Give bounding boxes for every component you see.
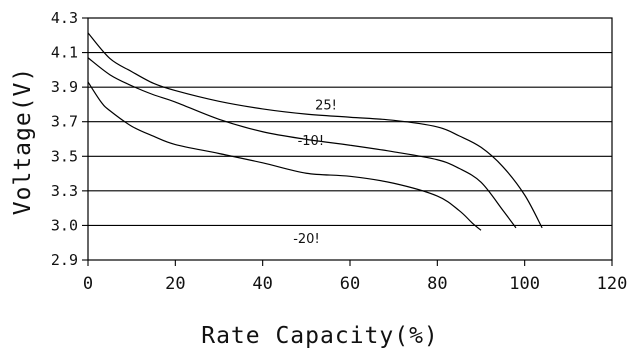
y-tick-label-1: 3.0 bbox=[51, 216, 78, 234]
y-tick-label-7: 4.3 bbox=[51, 9, 78, 27]
series-annotation-0: 25! bbox=[315, 99, 337, 114]
axis-ticks bbox=[82, 17, 613, 266]
x-axis-title: Rate Capacity(%) bbox=[201, 323, 439, 349]
x-tick-label-1: 20 bbox=[165, 274, 185, 294]
horizontal-gridlines bbox=[88, 52, 612, 226]
series-line-2 bbox=[87, 81, 482, 231]
x-tick-label-2: 40 bbox=[252, 274, 272, 294]
y-tick-label-3: 3.5 bbox=[51, 147, 78, 165]
series-annotation-1: -10! bbox=[298, 134, 324, 149]
y-tick-label-0: 2.9 bbox=[51, 251, 78, 269]
y-axis-title: Voltage(V) bbox=[10, 67, 36, 215]
x-tick-label-6: 120 bbox=[597, 274, 628, 294]
y-tick-label-4: 3.7 bbox=[51, 113, 78, 131]
series-annotation-2: -20! bbox=[293, 232, 319, 247]
x-tick-label-0: 0 bbox=[83, 274, 93, 294]
y-tick-label-6: 4.1 bbox=[51, 44, 78, 62]
series-annotations: 25! -10! -20! bbox=[293, 99, 337, 247]
x-tick-label-5: 100 bbox=[509, 274, 540, 294]
plot-frame bbox=[87, 17, 613, 261]
x-tick-label-3: 60 bbox=[340, 274, 360, 294]
y-tick-label-5: 3.9 bbox=[51, 78, 78, 96]
series-line-1 bbox=[87, 57, 517, 229]
series-line-0 bbox=[87, 32, 543, 229]
series-lines bbox=[87, 32, 543, 231]
y-tick-label-2: 3.3 bbox=[51, 182, 78, 200]
axis-labels: 0 20 40 60 80 100 120 2.9 3.0 3.3 3.5 3.7 3.9 4.1 4.3 bbox=[51, 9, 627, 294]
x-tick-label-4: 80 bbox=[427, 274, 447, 294]
